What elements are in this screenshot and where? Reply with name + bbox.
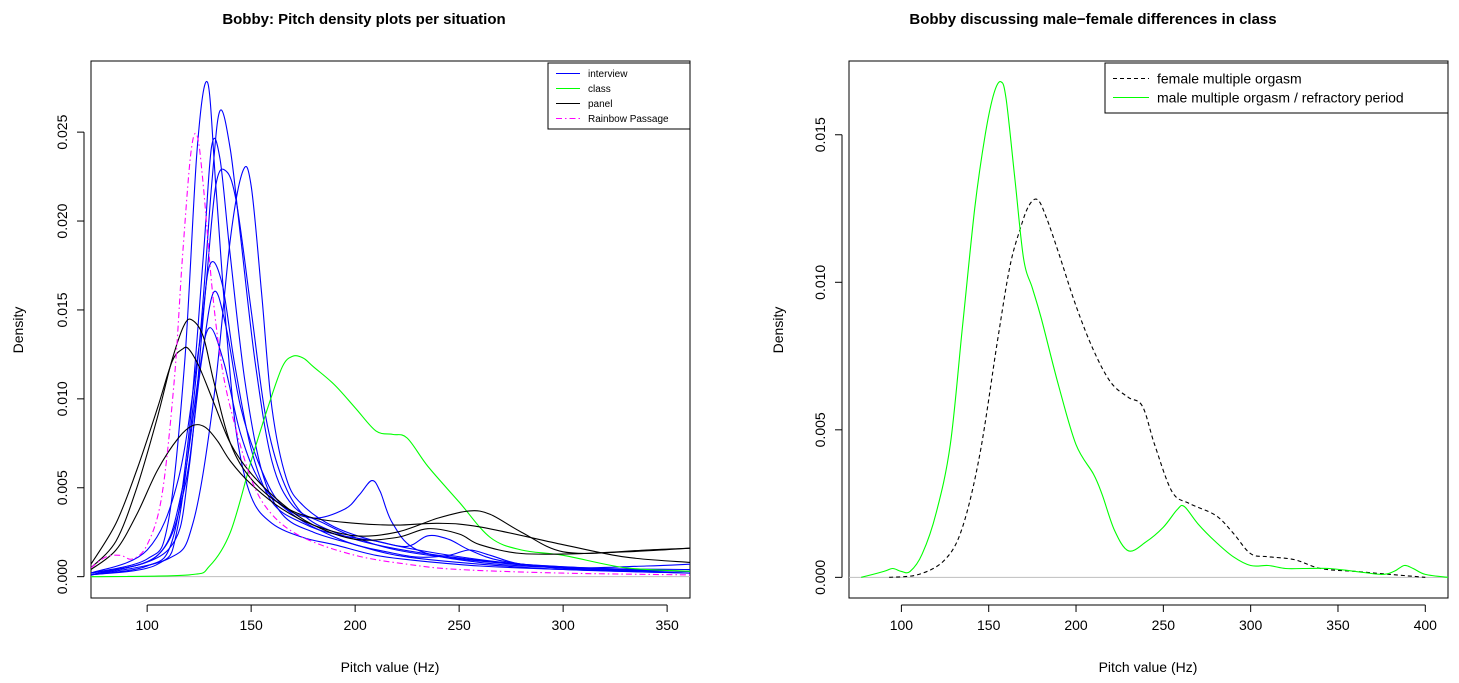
right-y-tick-label: 0.015 — [812, 117, 828, 152]
left-series-line-9 — [91, 318, 690, 569]
left-legend-label: class — [588, 84, 611, 95]
left-series-line-10 — [91, 346, 690, 565]
left-x-axis-label: Pitch value (Hz) — [341, 659, 440, 675]
left-y-tick-label: 0.000 — [54, 559, 70, 594]
right-plot-frame — [848, 60, 1449, 599]
right-y-axis-label: Density — [770, 307, 786, 354]
left-y-tick-label: 0.025 — [54, 114, 70, 149]
left-y-axis-label: Density — [10, 307, 26, 354]
left-chart-title: Bobby: Pitch density plots per situation — [222, 11, 505, 28]
left-x-tick-label: 100 — [135, 617, 159, 633]
left-legend-label: panel — [588, 99, 612, 110]
right-x-axis-label: Pitch value (Hz) — [1099, 659, 1198, 675]
left-series-line-8 — [91, 355, 690, 578]
left-x-tick-label: 350 — [655, 617, 679, 633]
left-panel: Bobby: Pitch density plots per situation… — [10, 11, 691, 675]
left-plot-frame — [90, 60, 691, 599]
right-series-group — [861, 81, 1448, 578]
left-x-tick-label: 150 — [239, 617, 263, 633]
left-y-tick-label: 0.010 — [54, 381, 70, 416]
left-y-axis: 0.000 0.005 0.010 0.015 0.020 0.025 — [54, 114, 85, 594]
left-series-line-4 — [91, 165, 690, 576]
left-x-axis: 100 150 200 250 300 350 — [135, 604, 679, 633]
right-x-tick-label: 300 — [1239, 617, 1263, 633]
left-series-line-3 — [91, 168, 690, 576]
left-x-tick-label: 250 — [447, 617, 471, 633]
right-y-tick-label: 0.000 — [812, 560, 828, 595]
right-series-line-1 — [861, 81, 1448, 578]
left-y-tick-label: 0.015 — [54, 292, 70, 327]
right-y-axis: 0.000 0.005 0.010 0.015 — [812, 117, 843, 595]
right-x-tick-label: 250 — [1152, 617, 1176, 633]
left-x-tick-label: 300 — [551, 617, 575, 633]
right-y-tick-label: 0.010 — [812, 265, 828, 300]
right-x-axis: 100 150 200 250 300 350 400 — [890, 604, 1438, 633]
right-legend-label: female multiple orgasm — [1157, 70, 1302, 86]
left-y-tick-label: 0.005 — [54, 470, 70, 505]
right-x-tick-label: 400 — [1414, 617, 1438, 633]
right-y-tick-label: 0.005 — [812, 412, 828, 447]
left-x-tick-label: 200 — [343, 617, 367, 633]
right-chart-title: Bobby discussing male−female differences… — [909, 11, 1276, 28]
right-x-tick-label: 200 — [1064, 617, 1088, 633]
left-legend-label: interview — [588, 69, 628, 80]
right-panel: Bobby discussing male−female differences… — [770, 11, 1449, 675]
right-x-tick-label: 150 — [977, 617, 1001, 633]
left-series-line-1 — [91, 137, 690, 576]
left-series-group — [91, 80, 690, 578]
right-legend-label: male multiple orgasm / refractory period — [1157, 89, 1404, 105]
right-x-tick-label: 100 — [890, 617, 914, 633]
right-x-tick-label: 350 — [1326, 617, 1350, 633]
right-legend-box — [1104, 62, 1449, 114]
left-legend-label: Rainbow Passage — [588, 114, 669, 125]
left-legend: interview class panel Rainbow Passage — [547, 62, 691, 130]
left-series-line-0 — [91, 80, 690, 574]
right-series-line-0 — [889, 198, 1426, 578]
left-series-line-6 — [91, 261, 690, 574]
left-series-line-7 — [91, 327, 690, 574]
left-series-line-11 — [91, 424, 690, 570]
left-series-line-2 — [91, 109, 690, 576]
left-y-tick-label: 0.020 — [54, 203, 70, 238]
right-legend: female multiple orgasm male multiple orga… — [1104, 62, 1449, 114]
